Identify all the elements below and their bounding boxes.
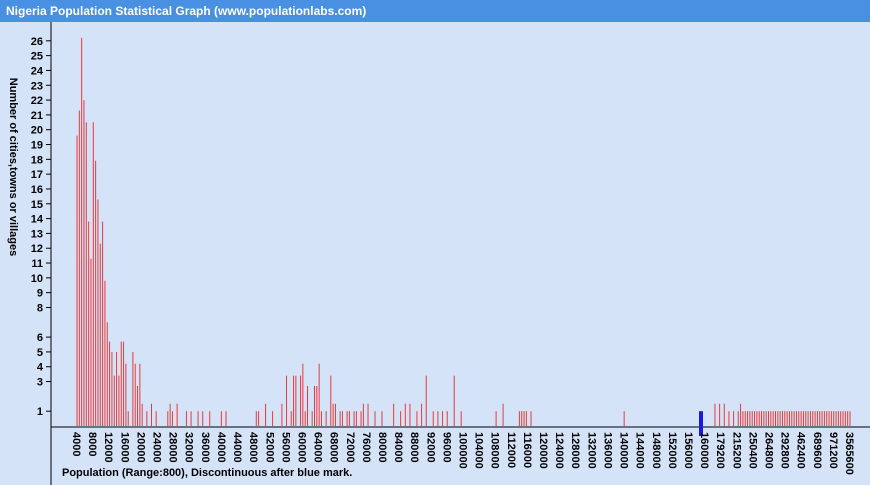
x-tick-label: 76000 [360, 432, 372, 463]
x-tick-label: 88000 [408, 432, 420, 463]
x-tick-label: 48000 [247, 432, 259, 463]
x-tick-label: 120000 [537, 432, 549, 469]
y-tick-label: 14 [31, 214, 44, 226]
y-tick-label: 21 [31, 110, 43, 122]
x-tick-label: 144000 [634, 432, 646, 469]
x-tick-label: 179200 [714, 432, 726, 469]
y-tick-label: 9 [37, 288, 43, 300]
y-tick-label: 17 [31, 169, 43, 181]
plot-area: 1345689101112131415161718192021222324252… [31, 22, 870, 485]
x-tick-label: 52000 [263, 432, 275, 463]
chart-title: Nigeria Population Statistical Graph (ww… [0, 0, 870, 22]
x-tick-label: 132000 [585, 432, 597, 469]
x-tick-label: 12000 [102, 432, 114, 463]
x-tick-label: 84000 [392, 432, 404, 463]
x-tick-label: 36000 [199, 432, 211, 463]
x-axis-label: Population (Range:800), Discontinuous af… [62, 467, 352, 479]
x-tick-label: 116000 [521, 432, 533, 468]
y-tick-label: 25 [31, 51, 43, 63]
x-tick-label: 104000 [473, 432, 485, 469]
x-tick-label: 292800 [779, 432, 791, 469]
x-tick-label: 60000 [295, 432, 307, 463]
x-tick-label: 250400 [746, 432, 758, 469]
y-tick-label: 1 [37, 406, 43, 418]
x-tick-label: 64000 [312, 432, 324, 463]
x-tick-label: 24000 [151, 432, 163, 463]
y-tick-label: 8 [37, 302, 43, 314]
x-tick-label: 4000 [70, 432, 82, 456]
x-tick-label: 124000 [553, 432, 565, 469]
x-tick-label: 96000 [440, 432, 452, 463]
y-tick-label: 19 [31, 140, 43, 152]
x-tick-label: 16000 [118, 432, 130, 463]
x-tick-label: 92000 [424, 432, 436, 463]
x-tick-label: 40000 [215, 432, 227, 463]
x-tick-label: 215200 [730, 432, 742, 469]
chart: Number of cities,towns or villages 13456… [7, 22, 870, 485]
y-tick-label: 24 [31, 65, 44, 77]
x-tick-label: 148000 [650, 432, 662, 469]
y-tick-label: 11 [31, 258, 43, 270]
x-tick-label: 68000 [328, 432, 340, 463]
x-tick-label: 264800 [762, 432, 774, 469]
y-tick-label: 10 [31, 273, 43, 285]
x-tick-label: 3565600 [843, 432, 855, 475]
x-tick-label: 128000 [569, 432, 581, 469]
y-axis-label-group: Number of cities,towns or villages [7, 78, 19, 257]
x-tick-label: 140000 [618, 432, 630, 469]
x-tick-label: 160000 [698, 432, 710, 469]
x-tick-label: 28000 [167, 432, 179, 463]
y-tick-label: 15 [31, 199, 43, 211]
y-tick-label: 6 [37, 332, 43, 344]
y-tick-label: 22 [31, 95, 43, 107]
x-tick-label: 44000 [231, 432, 243, 463]
x-tick-label: 72000 [344, 432, 356, 463]
x-tick-label: 80000 [376, 432, 388, 463]
y-axis-label: Number of cities,towns or villages [7, 78, 19, 257]
y-tick-label: 4 [37, 362, 44, 374]
x-tick-label: 32000 [183, 432, 195, 463]
y-tick-label: 5 [37, 347, 43, 359]
x-tick-label: 108000 [489, 432, 501, 469]
y-tick-label: 18 [31, 154, 43, 166]
discontinuity-marker [699, 411, 703, 436]
y-tick-label: 20 [31, 125, 43, 137]
x-tick-label: 20000 [134, 432, 146, 463]
y-tick-label: 23 [31, 80, 43, 92]
x-tick-label: 689600 [811, 432, 823, 469]
y-tick-label: 3 [37, 377, 43, 389]
x-tick-label: 112000 [505, 432, 517, 468]
y-tick-label: 16 [31, 184, 43, 196]
y-tick-label: 12 [31, 243, 43, 255]
x-tick-label: 56000 [279, 432, 291, 463]
x-tick-label: 8000 [86, 432, 98, 456]
x-tick-label: 100000 [457, 432, 469, 469]
x-tick-label: 152000 [666, 432, 678, 469]
y-tick-label: 26 [31, 36, 43, 48]
x-tick-label: 156000 [682, 432, 694, 469]
x-tick-label: 462400 [795, 432, 807, 469]
x-tick-label: 971200 [827, 432, 839, 469]
y-tick-label: 13 [31, 228, 43, 240]
x-tick-label: 136000 [601, 432, 613, 469]
